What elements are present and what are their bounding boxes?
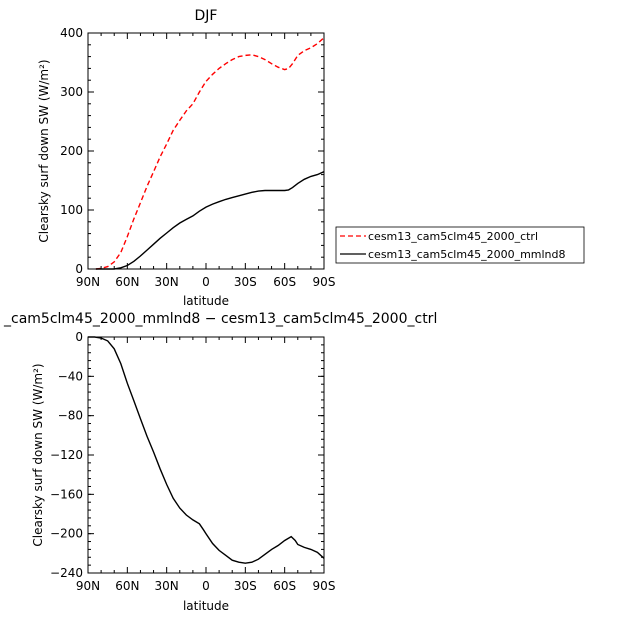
chart-bottom: _cam5clm45_2000_mmlnd8 − cesm13_cam5clm4… <box>3 311 437 613</box>
chart-top-y-tick-label: 200 <box>60 144 83 158</box>
chart-bottom-x-tick-label: 90S <box>313 579 336 593</box>
chart-top-x-tick-label: 90N <box>76 275 100 289</box>
chart-bottom-y-ticks: 0 −40 −80 −120 −160 −200 −240 <box>50 330 324 580</box>
chart-top-y-ticks: 0 100 200 300 400 <box>60 26 324 276</box>
chart-bottom-series-0-line <box>88 336 325 564</box>
chart-bottom-x-tick-label: 30N <box>155 579 179 593</box>
chart-bottom-y-axis-label: Clearsky surf down SW (W/m²) <box>31 363 45 546</box>
chart-top-x-tick-label: 60N <box>115 275 139 289</box>
legend-entry-mmlnd8: cesm13_cam5clm45_2000_mmlnd8 <box>368 248 566 261</box>
chart-top-x-tick-label: 90S <box>313 275 336 289</box>
chart-bottom-y-tick-label: −160 <box>50 487 83 501</box>
chart-bottom-x-axis-label: latitude <box>183 599 229 613</box>
chart-bottom-y-tick-label: −40 <box>58 369 83 383</box>
chart-bottom-x-tick-label: 60S <box>273 579 296 593</box>
chart-top-plot-frame <box>87 32 325 270</box>
chart-top-x-tick-label: 60S <box>273 275 296 289</box>
chart-top-series-1-line <box>95 171 325 270</box>
chart-top-x-tick-label: 30S <box>234 275 257 289</box>
chart-top-y-tick-label: 400 <box>60 26 83 40</box>
chart-top-x-tick-label: 0 <box>202 275 210 289</box>
chart-bottom-y-tick-label: 0 <box>75 330 83 344</box>
chart-bottom-title: _cam5clm45_2000_mmlnd8 − cesm13_cam5clm4… <box>3 311 437 327</box>
chart-bottom-y-tick-label: −120 <box>50 448 83 462</box>
chart-bottom-x-tick-label: 0 <box>202 579 210 593</box>
chart-bottom-y-tick-label: −80 <box>58 409 83 423</box>
chart-bottom-y-tick-label: −240 <box>50 566 83 580</box>
chart-bottom-x-tick-label: 60N <box>115 579 139 593</box>
chart-top-y-axis-label: Clearsky surf down SW (W/m²) <box>37 59 51 242</box>
chart-top-y-tick-label: 0 <box>75 262 83 276</box>
legend-entry-ctrl: cesm13_cam5clm45_2000_ctrl <box>368 230 538 243</box>
chart-bottom-x-ticks: 90N 60N 30N 0 30S 60S 90S <box>76 337 336 593</box>
chart-top-series-layer <box>95 37 325 270</box>
chart-top-x-tick-label: 30N <box>155 275 179 289</box>
chart-bottom-x-tick-label: 30S <box>234 579 257 593</box>
chart-top-legend: cesm13_cam5clm45_2000_ctrl cesm13_cam5cl… <box>335 226 585 264</box>
chart-bottom-series-layer <box>88 336 325 564</box>
chart-top-x-ticks: 90N 60N 30N 0 30S 60S 90S <box>76 33 336 289</box>
chart-bottom-x-tick-label: 90N <box>76 579 100 593</box>
chart-top-x-axis-label: latitude <box>183 294 229 308</box>
chart-top-y-tick-label: 100 <box>60 203 83 217</box>
chart-top-y-tick-label: 300 <box>60 85 83 99</box>
chart-bottom-y-tick-label: −200 <box>50 527 83 541</box>
chart-top-series-0-line <box>95 37 325 270</box>
chart-top-title: DJF <box>195 8 218 24</box>
chart-top: DJF 90N 60N 30N 0 30S 60S 90S 0 100 200 300 400 la… <box>37 8 335 308</box>
legend-box <box>335 226 585 264</box>
